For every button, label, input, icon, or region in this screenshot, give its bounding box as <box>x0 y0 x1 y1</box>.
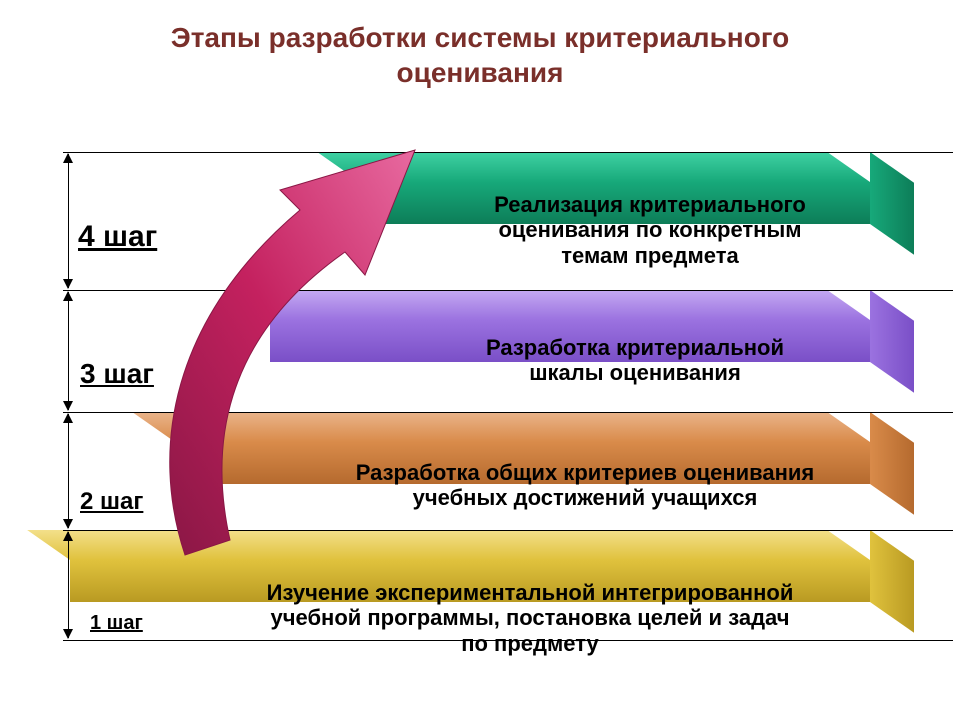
dim-arrow-down-2 <box>63 519 73 529</box>
step-label-2: 2 шаг <box>80 488 143 516</box>
step-desc-line: шкалы оценивания <box>529 360 741 385</box>
step-desc-line: оценивания по конкретным <box>498 217 801 242</box>
step-desc-line: учебных достижений учащихся <box>413 485 758 510</box>
step-label-4: 4 шаг <box>78 220 157 254</box>
dim-vline-1 <box>68 292 69 410</box>
dim-arrow-up-0 <box>63 153 73 163</box>
step-desc-line: Разработка критериальной <box>486 335 784 360</box>
step-desc-line: учебной программы, постановка целей и за… <box>270 605 789 630</box>
title-line-2: оценивания <box>397 57 564 88</box>
dim-hline-3 <box>63 530 953 531</box>
title-line-1: Этапы разработки системы критериального <box>171 22 789 53</box>
step-label-3: 3 шаг <box>80 358 154 390</box>
diagram-title: Этапы разработки системы критериального … <box>0 20 960 90</box>
step-desc-line: по предмету <box>461 631 599 656</box>
dim-vline-0 <box>68 154 69 288</box>
dim-arrow-down-1 <box>63 401 73 411</box>
dim-arrow-down-3 <box>63 629 73 639</box>
dim-hline-1 <box>63 290 953 291</box>
step-desc-1: Изучение экспериментальной интегрированн… <box>210 580 850 656</box>
dim-arrow-down-0 <box>63 279 73 289</box>
dim-hline-0 <box>63 152 953 153</box>
dim-vline-3 <box>68 532 69 638</box>
step-label-1: 1 шаг <box>90 612 143 635</box>
step-desc-line: Изучение экспериментальной интегрированн… <box>267 580 794 605</box>
dim-arrow-up-1 <box>63 291 73 301</box>
step-desc-4: Реализация критериальногооценивания по к… <box>440 192 860 268</box>
step-desc-line: Разработка общих критериев оценивания <box>356 460 815 485</box>
step-desc-2: Разработка общих критериев оцениванияуче… <box>300 460 870 511</box>
dim-arrow-up-3 <box>63 531 73 541</box>
step-desc-line: темам предмета <box>561 243 738 268</box>
diagram-canvas: Этапы разработки системы критериального … <box>0 0 960 720</box>
dim-arrow-up-2 <box>63 413 73 423</box>
step-desc-3: Разработка критериальнойшкалы оценивания <box>420 335 850 386</box>
dim-hline-2 <box>63 412 953 413</box>
dim-vline-2 <box>68 414 69 528</box>
step-desc-line: Реализация критериального <box>494 192 806 217</box>
